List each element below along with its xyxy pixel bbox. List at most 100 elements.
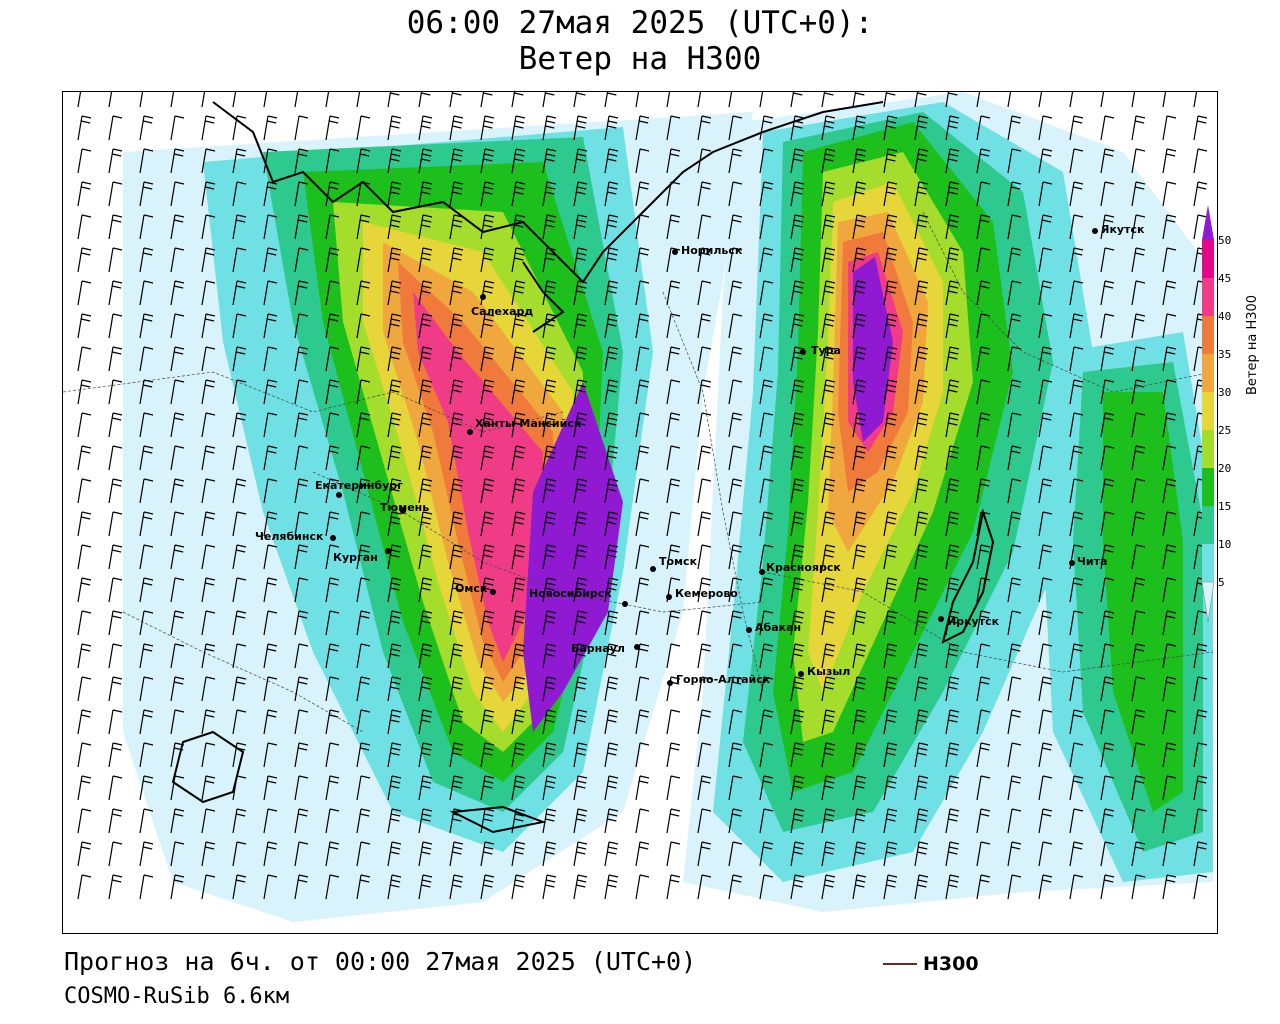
wind-barb-feather [112,181,123,185]
wind-barb-feather [607,719,617,723]
wind-barb-feather [887,615,897,619]
wind-barb-feather [825,511,836,515]
wind-barb-feather [484,412,495,416]
wind-barb [356,808,362,834]
wind-barb-feather [298,247,309,251]
wind-barb-feather [205,214,216,218]
wind-barb-feather [453,709,464,713]
wind-barb [1007,742,1013,768]
wind-barb-feather [329,648,339,652]
wind-barb [666,676,672,702]
wind-barb-feather [391,747,401,751]
wind-barb [697,280,703,306]
wind-barb [108,808,114,834]
wind-barb-feather [546,478,557,482]
wind-barb [945,313,951,339]
wind-barb-feather [856,709,867,713]
wind-barb-feather [794,874,805,878]
wind-barb-feather [514,752,524,756]
wind-barb-feather [949,648,959,652]
wind-barb [325,610,331,636]
wind-barb [1038,92,1043,108]
wind-barb-feather [205,841,216,845]
wind-barb [852,511,858,537]
wind-barb-feather [391,214,402,218]
wind-barb-feather [918,384,928,388]
wind-barb-feather [577,775,588,779]
wind-barb [449,676,455,702]
colorbar-tick: 20 [1218,462,1231,475]
wind-barb-feather [545,92,555,96]
wind-barb [387,181,393,207]
wind-barb [77,181,83,207]
wind-barb-feather [701,577,712,581]
wind-barb [387,346,393,372]
wind-barb-feather [670,544,681,548]
wind-barb-feather [918,577,929,581]
wind-barb-feather [793,785,803,789]
wind-barb-feather [794,313,805,317]
wind-barb [542,676,548,702]
wind-barb-feather [701,582,711,586]
wind-barb [325,214,331,240]
wind-barb-feather [174,577,185,581]
wind-barb-feather [546,874,557,878]
wind-barb [728,181,734,207]
wind-barb [325,544,331,570]
wind-barb [1069,115,1075,141]
wind-barb [1193,181,1199,207]
wind-barb-feather [918,346,929,350]
wind-barb-feather [236,478,247,482]
wind-barb-feather [236,417,246,421]
wind-barb-feather [825,280,836,284]
wind-barb [542,92,547,108]
wind-barb-feather [112,874,123,878]
wind-barb-feather [267,247,278,251]
wind-barb-feather [794,516,804,520]
wind-barb [883,478,889,504]
wind-barb-feather [949,813,959,817]
wind-barb-feather [948,356,958,360]
wind-barb-feather [422,148,433,152]
wind-barb-feather [546,346,557,350]
wind-barb-feather [112,115,123,119]
wind-barb-feather [421,290,431,294]
wind-barb-feather [886,224,896,228]
wind-barb-feather [948,818,958,822]
wind-barb [914,808,920,834]
wind-barb [139,478,145,504]
wind-barb-feather [1104,379,1115,383]
wind-barb-feather [143,676,154,680]
wind-barb-feather [794,681,804,685]
wind-barb-feather [81,742,92,746]
wind-barb-feather [267,780,277,784]
wind-barb-feather [390,851,400,855]
wind-barb-feather [298,676,309,680]
wind-barb [697,148,703,174]
wind-barb [914,280,920,306]
wind-barb-feather [1197,648,1207,652]
wind-barb-feather [670,709,681,713]
wind-barb-feather [980,577,991,581]
wind-barb-feather [143,582,153,586]
wind-barb-feather [546,384,556,388]
wind-barb-feather [546,549,556,553]
wind-barb [418,214,424,240]
wind-barb-feather [576,125,586,129]
wind-barb-feather [484,313,495,317]
wind-barb-feather [825,351,835,355]
wind-barb [480,874,486,900]
wind-barb-feather [825,549,835,553]
wind-barb [666,643,672,669]
wind-barb-feather [1042,280,1053,284]
wind-barb [511,775,517,801]
wind-barb-feather [298,709,309,713]
wind-barb [852,544,858,570]
wind-barb [1038,346,1044,372]
wind-barb-feather [1104,219,1114,223]
wind-barb [1038,115,1044,141]
wind-barb [263,874,269,900]
wind-barb-feather [390,125,400,129]
wind-barb-feather [918,879,928,883]
wind-barb [604,544,610,570]
